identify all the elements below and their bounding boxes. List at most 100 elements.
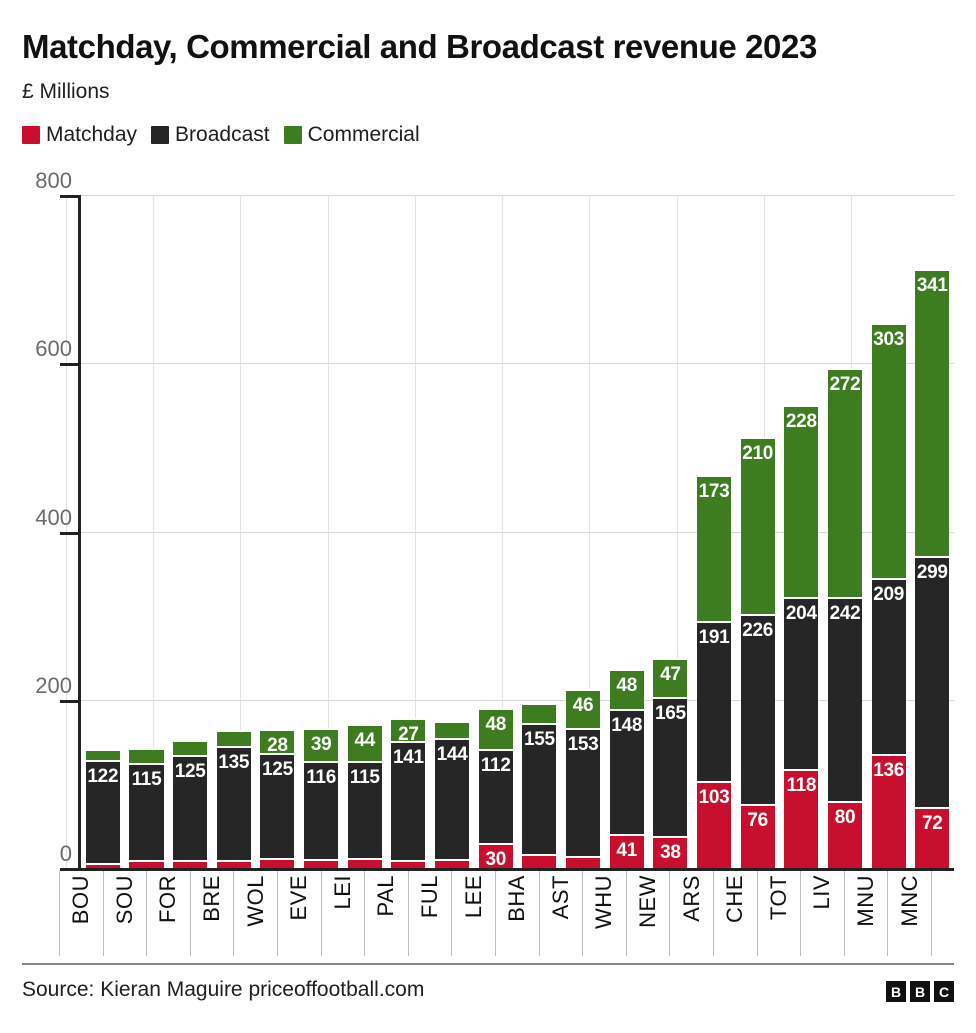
bar-segment-matchday-tot[interactable]: 118	[784, 768, 819, 868]
bar-value-label: 48	[485, 714, 506, 736]
vertical-gridline	[152, 195, 154, 868]
bar-segment-commercial-whu[interactable]: 48	[609, 668, 644, 710]
bar-segment-broadcast-whu[interactable]: 148	[609, 709, 644, 834]
bar-segment-matchday-mnc[interactable]: 72	[915, 807, 950, 868]
bar-segment-matchday-mnu[interactable]: 136	[871, 753, 906, 868]
bar-segment-commercial-liv[interactable]: 272	[827, 368, 862, 598]
vertical-gridline	[502, 195, 504, 868]
bar-segment-commercial-mnc[interactable]: 341	[915, 269, 950, 556]
bar-segment-commercial-lee[interactable]: 48	[478, 708, 513, 749]
x-axis-label-lei: LEI	[329, 875, 355, 910]
bar-column-for[interactable]: 125	[168, 195, 212, 868]
bar-segment-matchday-sou[interactable]	[129, 859, 164, 868]
bar-segment-matchday-bre[interactable]	[216, 859, 251, 868]
bar-segment-broadcast-bou[interactable]: 122	[85, 760, 120, 863]
bar-segment-broadcast-bre[interactable]: 135	[216, 746, 251, 860]
bar-value-label: 141	[393, 746, 424, 768]
bar-segment-broadcast-tot[interactable]: 204	[784, 597, 819, 769]
bar-segment-broadcast-ars[interactable]: 191	[696, 620, 732, 782]
bar-column-ast[interactable]: 46 153	[561, 195, 605, 868]
bar-segment-broadcast-sou[interactable]: 115	[129, 762, 164, 860]
bar-segment-broadcast-mnu[interactable]: 209	[871, 577, 906, 754]
bar-segment-broadcast-lei[interactable]: 115	[347, 761, 382, 858]
x-axis-labels: BOU SOU FOR BRE WOL EVE LEI PAL FUL LEE BHA AST WHU N…	[59, 871, 932, 956]
bar-segment-matchday-wol[interactable]	[260, 857, 295, 868]
bar-segment-commercial-new[interactable]: 47	[653, 657, 688, 698]
bar-segment-broadcast-pal[interactable]: 141	[391, 740, 426, 860]
bar-value-label: 116	[306, 767, 336, 789]
bar-segment-commercial-pal[interactable]: 27	[391, 718, 426, 744]
x-axis-cell-eve: EVE	[276, 871, 321, 956]
bar-segment-broadcast-che[interactable]: 226	[740, 613, 775, 805]
bar-segment-commercial-tot[interactable]: 228	[784, 405, 819, 598]
bar-column-ars[interactable]: 173 191 103	[692, 195, 736, 868]
bar-segment-commercial-bha[interactable]	[522, 703, 557, 724]
x-axis-cell-new: NEW	[625, 871, 670, 956]
bar-column-tot[interactable]: 228 204 118	[780, 195, 824, 868]
bar-segment-broadcast-ast[interactable]: 153	[566, 727, 601, 857]
bar-value-label: 226	[742, 619, 774, 641]
bar-column-whu[interactable]: 48 148 41	[605, 195, 649, 868]
x-axis-cell-ful: FUL	[407, 871, 452, 956]
bar-segment-broadcast-wol[interactable]: 125	[260, 752, 295, 858]
bar-segment-commercial-eve[interactable]: 39	[304, 728, 339, 762]
source-note: Source: Kieran Maguire priceoffootball.c…	[22, 978, 425, 1001]
x-axis-label-liv: LIV	[809, 875, 835, 910]
bar-segment-matchday-for[interactable]	[173, 860, 208, 868]
bar-segment-matchday-eve[interactable]	[304, 858, 339, 868]
bar-segment-commercial-mnu[interactable]: 303	[871, 322, 906, 578]
bar-segment-broadcast-eve[interactable]: 116	[304, 761, 339, 859]
bar-segment-commercial-bre[interactable]	[216, 730, 251, 747]
bar-segment-commercial-sou[interactable]	[129, 747, 164, 763]
bar-column-bre[interactable]: 135	[212, 195, 256, 868]
bar-column-pal[interactable]: 27 141	[387, 195, 431, 868]
bar-segment-matchday-ful[interactable]	[435, 858, 470, 868]
bar-segment-matchday-bha[interactable]	[522, 853, 557, 868]
bar-segment-commercial-che[interactable]: 210	[740, 437, 775, 614]
bar-segment-commercial-bou[interactable]	[85, 748, 120, 761]
bar-segment-broadcast-bha[interactable]: 155	[522, 723, 557, 854]
bar-column-ful[interactable]: 144	[430, 195, 474, 868]
bar-segment-matchday-bou[interactable]	[85, 862, 120, 868]
bar-segment-matchday-ast[interactable]	[566, 856, 601, 868]
bar-column-eve[interactable]: 39 116	[299, 195, 343, 868]
bar-segment-commercial-for[interactable]	[173, 740, 208, 756]
bar-segment-matchday-pal[interactable]	[391, 859, 426, 868]
bar-value-label: 165	[654, 703, 686, 725]
bar-segment-matchday-lee[interactable]: 30	[478, 842, 513, 869]
bar-segment-broadcast-for[interactable]: 125	[173, 755, 208, 861]
bar-column-bha[interactable]: 155	[518, 195, 562, 868]
bar-segment-broadcast-new[interactable]: 165	[653, 697, 688, 837]
bar-segment-matchday-ars[interactable]: 103	[696, 781, 732, 868]
bar-segment-commercial-ful[interactable]	[435, 720, 470, 738]
bar-column-new[interactable]: 47 165 38	[649, 195, 693, 868]
bar-segment-matchday-lei[interactable]	[347, 857, 382, 868]
bar-column-bou[interactable]: 122	[81, 195, 125, 868]
y-tick-mark	[60, 868, 81, 871]
bar-column-liv[interactable]: 272 242 80	[823, 195, 867, 868]
bar-segment-commercial-wol[interactable]: 28	[260, 729, 295, 755]
bar-column-sou[interactable]: 115	[125, 195, 169, 868]
bar-value-label: 341	[916, 275, 948, 297]
bar-column-wol[interactable]: 28 125	[256, 195, 300, 868]
bar-segment-matchday-liv[interactable]: 80	[827, 800, 862, 868]
bar-segment-matchday-whu[interactable]: 41	[609, 833, 644, 868]
bar-column-mnu[interactable]: 303 209 136	[867, 195, 911, 868]
bar-segment-broadcast-liv[interactable]: 242	[827, 597, 862, 801]
bar-segment-matchday-new[interactable]: 38	[653, 836, 688, 868]
bar-column-lei[interactable]: 44 115	[343, 195, 387, 868]
bar-column-che[interactable]: 210 226 76	[736, 195, 780, 868]
bar-segment-broadcast-ful[interactable]: 144	[435, 737, 470, 859]
bar-value-label: 46	[572, 694, 594, 716]
bar-segment-broadcast-lee[interactable]: 112	[478, 748, 513, 843]
x-axis-cell-lee: LEE	[451, 871, 495, 956]
bar-column-mnc[interactable]: 341 299 72	[910, 195, 954, 868]
bar-segment-broadcast-mnc[interactable]: 299	[915, 555, 950, 808]
bar-column-lee[interactable]: 48 112 30	[474, 195, 518, 869]
bar-segment-commercial-ars[interactable]: 173	[696, 475, 732, 621]
bar-segment-commercial-ast[interactable]: 46	[566, 688, 601, 728]
bar-segment-matchday-che[interactable]: 76	[740, 804, 775, 868]
x-axis-label-che: CHE	[722, 875, 748, 923]
bar-segment-commercial-lei[interactable]: 44	[347, 724, 382, 762]
